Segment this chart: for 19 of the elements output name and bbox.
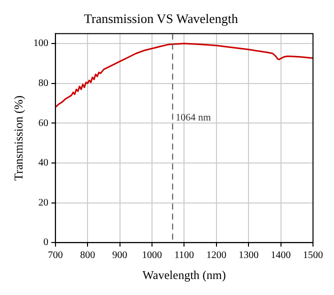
y-tick-label: 100 — [33, 38, 48, 50]
y-axis-title: Transmission (%) — [11, 95, 26, 181]
y-tick-label: 40 — [38, 158, 48, 169]
x-tick-label: 800 — [80, 250, 96, 262]
x-tick-label: 1000 — [142, 250, 162, 262]
y-tick-label: 80 — [38, 78, 48, 89]
x-tick-label: 1300 — [238, 250, 259, 262]
x-tick-label: 700 — [48, 250, 63, 262]
x-tick-label: 900 — [112, 250, 128, 262]
x-tick-label: 1500 — [303, 250, 323, 262]
x-tick-label: 1200 — [206, 250, 226, 262]
x-axis-title: Wavelength (nm) — [142, 268, 226, 282]
chart-title: Transmission VS Wavelength — [84, 11, 238, 26]
x-tick-label: 1100 — [174, 250, 194, 262]
ref-line-label: 1064 nm — [176, 112, 212, 124]
y-tick-label: 60 — [38, 118, 48, 129]
y-tick-label: 0 — [43, 237, 48, 248]
x-tick-label: 1400 — [270, 250, 291, 262]
y-tick-label: 20 — [38, 197, 48, 208]
